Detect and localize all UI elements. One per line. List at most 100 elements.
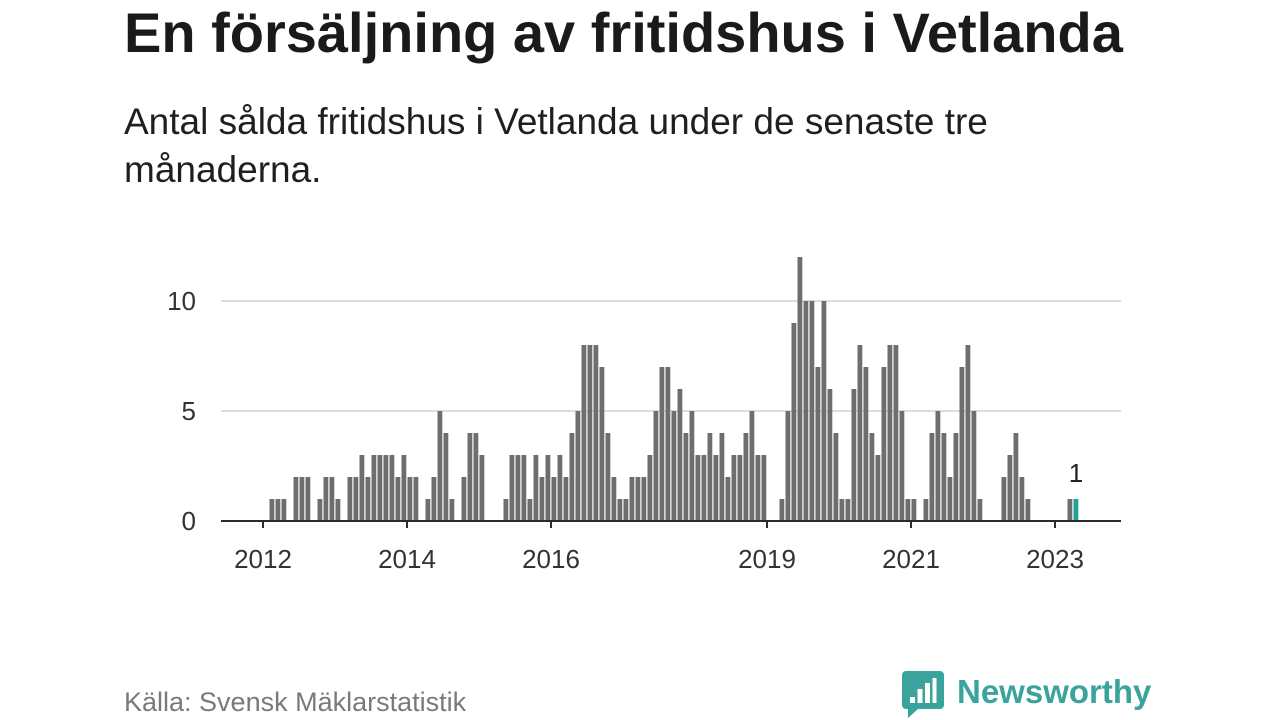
bar-2013-07 <box>371 455 377 521</box>
bar-2021-01 <box>911 499 917 521</box>
bar-2018-04 <box>713 455 719 521</box>
bar-2016-08 <box>593 345 599 521</box>
x-tick-label-2023: 2023 <box>1026 544 1084 574</box>
bar-2016-10 <box>605 433 611 521</box>
bar-2014-07 <box>443 433 449 521</box>
bar-2018-11 <box>755 455 761 521</box>
x-tick-label-2014: 2014 <box>378 544 436 574</box>
bar-2021-10 <box>965 345 971 521</box>
bar-2012-04 <box>281 499 287 521</box>
bar-2020-03 <box>851 389 857 521</box>
y-axis-labels: 0 5 10 <box>167 286 196 536</box>
bar-2017-10 <box>677 389 683 521</box>
bar-2016-06 <box>581 345 587 521</box>
bar-2021-11 <box>971 411 977 521</box>
newsworthy-logo-icon <box>902 671 944 718</box>
bar-2015-01 <box>479 455 485 521</box>
bar-2018-10 <box>749 411 755 521</box>
bar-2021-09 <box>959 367 965 521</box>
logo-text: Newsworthy <box>957 673 1152 710</box>
bar-2018-08 <box>737 455 743 521</box>
bar-2021-07 <box>947 477 953 521</box>
bar-2012-06 <box>293 477 299 521</box>
x-tick-label-2021: 2021 <box>882 544 940 574</box>
bar-2018-05 <box>719 433 725 521</box>
bar-2021-12 <box>977 499 983 521</box>
bar-2014-10 <box>461 477 467 521</box>
bar-2021-05 <box>935 411 941 521</box>
bar-2023-03 <box>1067 499 1073 521</box>
x-tick-label-2019: 2019 <box>738 544 796 574</box>
bar-2013-09 <box>383 455 389 521</box>
bar-2015-09 <box>527 499 533 521</box>
bar-2018-02 <box>701 455 707 521</box>
bar-2015-08 <box>521 455 527 521</box>
bar-2014-04 <box>425 499 431 521</box>
highlight-value-label: 1 <box>1069 458 1083 488</box>
bar-2015-10 <box>533 455 539 521</box>
bar-2022-05 <box>1007 455 1013 521</box>
bar-2012-12 <box>329 477 335 521</box>
bar-2020-12 <box>905 499 911 521</box>
bar-2020-05 <box>863 367 869 521</box>
bar-2020-01 <box>839 499 845 521</box>
bar-2018-09 <box>743 433 749 521</box>
bar-2012-03 <box>275 499 281 521</box>
bar-2016-02 <box>557 455 563 521</box>
bar-2020-11 <box>899 411 905 521</box>
bar-2013-11 <box>395 477 401 521</box>
bar-2014-01 <box>407 477 413 521</box>
bar-2018-07 <box>731 455 737 521</box>
bar-2014-11 <box>467 433 473 521</box>
bar-2017-04 <box>641 477 647 521</box>
bar-2020-10 <box>893 345 899 521</box>
x-tick-label-2016: 2016 <box>522 544 580 574</box>
bar-2014-12 <box>473 433 479 521</box>
newsworthy-logo: Newsworthy <box>902 671 1162 719</box>
bar-2013-06 <box>365 477 371 521</box>
bar-2016-01 <box>551 477 557 521</box>
bar-2021-08 <box>953 433 959 521</box>
bar-2019-04 <box>785 411 791 521</box>
bar-2019-11 <box>827 389 833 521</box>
bar-2019-07 <box>803 301 809 521</box>
bar-2019-09 <box>815 367 821 521</box>
source-note: Källa: Svensk Mäklarstatistik <box>124 687 467 717</box>
bar-2016-03 <box>563 477 569 521</box>
bar-2013-04 <box>353 477 359 521</box>
bar-2012-02 <box>269 499 275 521</box>
bar-2013-12 <box>401 455 407 521</box>
bar-2019-03 <box>779 499 785 521</box>
bar-2014-02 <box>413 477 419 521</box>
bar-2012-07 <box>299 477 305 521</box>
bar-2015-07 <box>515 455 521 521</box>
bar-2015-06 <box>509 455 515 521</box>
bar-2017-03 <box>635 477 641 521</box>
bar-2022-08 <box>1025 499 1031 521</box>
bar-2020-08 <box>881 367 887 521</box>
bar-2021-03 <box>923 499 929 521</box>
bar-2012-10 <box>317 499 323 521</box>
bar-2020-07 <box>875 455 881 521</box>
bar-2013-10 <box>389 455 395 521</box>
y-tick-label-0: 0 <box>182 506 196 536</box>
bar-2016-04 <box>569 433 575 521</box>
bar-2019-06 <box>797 257 803 521</box>
bar-2018-12 <box>761 455 767 521</box>
bar-2023-04 <box>1073 499 1079 521</box>
bar-2013-05 <box>359 455 365 521</box>
bar-2017-01 <box>623 499 629 521</box>
bar-2019-05 <box>791 323 797 521</box>
bar-2018-06 <box>725 477 731 521</box>
bar-2016-11 <box>611 477 617 521</box>
bar-2012-08 <box>305 477 311 521</box>
bar-2015-12 <box>545 455 551 521</box>
bar-2019-08 <box>809 301 815 521</box>
bar-2013-03 <box>347 477 353 521</box>
bar-2017-06 <box>653 411 659 521</box>
bar-2017-08 <box>665 367 671 521</box>
x-axis: 2012 2014 2016 2019 2021 2023 <box>221 520 1121 574</box>
bar-2013-01 <box>335 499 341 521</box>
bar-2017-07 <box>659 367 665 521</box>
